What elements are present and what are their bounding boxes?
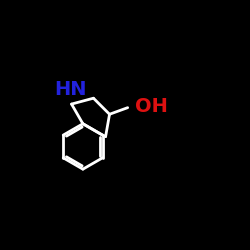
Text: OH: OH [135,97,168,116]
Text: HN: HN [54,80,87,99]
